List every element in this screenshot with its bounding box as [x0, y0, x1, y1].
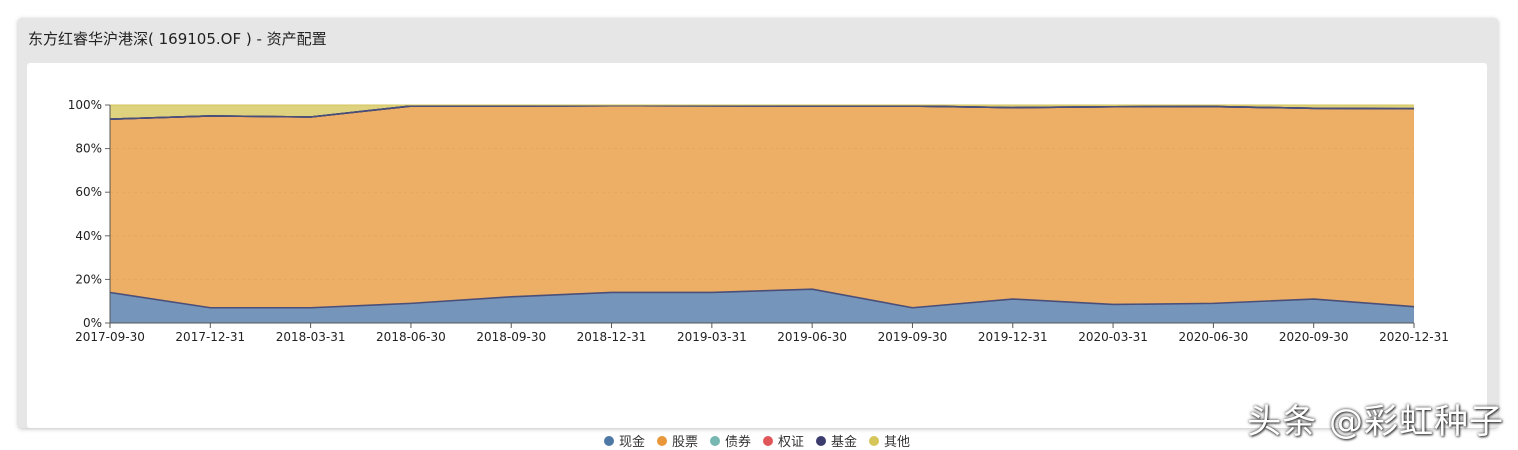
x-tick-label: 2020-06-30: [1179, 330, 1249, 344]
asset-allocation-panel: 东方红睿华沪港深( 169105.OF ) - 资产配置 0% 20% 40% 60%…: [18, 18, 1498, 428]
legend-label: 基金: [831, 431, 857, 450]
legend-item-1[interactable]: 股票: [657, 431, 698, 450]
legend-dot-icon: [816, 436, 826, 446]
watermark: 头条 @彩虹种子: [1247, 394, 1504, 443]
asset-allocation-chart: 0% 20% 40% 60% 80% 100% 2017-09-30 2017-12-31 20…: [27, 63, 1487, 428]
x-tick-label: 2018-09-30: [476, 330, 546, 344]
legend-label: 股票: [672, 431, 698, 450]
x-tick-label: 2018-12-31: [577, 330, 647, 344]
legend-dot-icon: [657, 436, 667, 446]
y-tick-label: 20%: [75, 272, 102, 286]
legend-dot-icon: [869, 436, 879, 446]
legend-label: 现金: [619, 431, 645, 450]
y-tick-label: 80%: [75, 142, 102, 156]
y-tick-label: 40%: [75, 229, 102, 243]
x-tick-label: 2019-12-31: [978, 330, 1048, 344]
legend-label: 权证: [778, 431, 804, 450]
legend-label: 其他: [884, 431, 910, 450]
legend-item-2[interactable]: 债券: [710, 431, 751, 450]
x-tick-label: 2019-09-30: [878, 330, 948, 344]
y-tick-label: 60%: [75, 185, 102, 199]
legend-label: 债券: [725, 431, 751, 450]
legend-item-3[interactable]: 权证: [763, 431, 804, 450]
x-tick-label: 2017-09-30: [75, 330, 145, 344]
x-tick-label: 2020-09-30: [1279, 330, 1349, 344]
chart-card: 0% 20% 40% 60% 80% 100% 2017-09-30 2017-12-31 20…: [27, 63, 1487, 428]
x-tick-label: 2019-03-31: [677, 330, 747, 344]
legend-dot-icon: [763, 436, 773, 446]
x-tick-label: 2020-12-31: [1379, 330, 1449, 344]
y-tick-label: 100%: [68, 98, 102, 112]
x-tick-label: 2019-06-30: [777, 330, 847, 344]
series-area-1: [110, 106, 1414, 308]
legend-dot-icon: [604, 436, 614, 446]
x-tick-label: 2020-03-31: [1078, 330, 1148, 344]
panel-title: 东方红睿华沪港深( 169105.OF ) - 资产配置: [28, 28, 327, 49]
x-tick-label: 2017-12-31: [175, 330, 245, 344]
legend-item-5[interactable]: 其他: [869, 431, 910, 450]
x-tick-label: 2018-06-30: [376, 330, 446, 344]
legend-dot-icon: [710, 436, 720, 446]
legend-item-4[interactable]: 基金: [816, 431, 857, 450]
x-tick-label: 2018-03-31: [276, 330, 346, 344]
y-tick-label: 0%: [83, 316, 102, 330]
legend-item-0[interactable]: 现金: [604, 431, 645, 450]
